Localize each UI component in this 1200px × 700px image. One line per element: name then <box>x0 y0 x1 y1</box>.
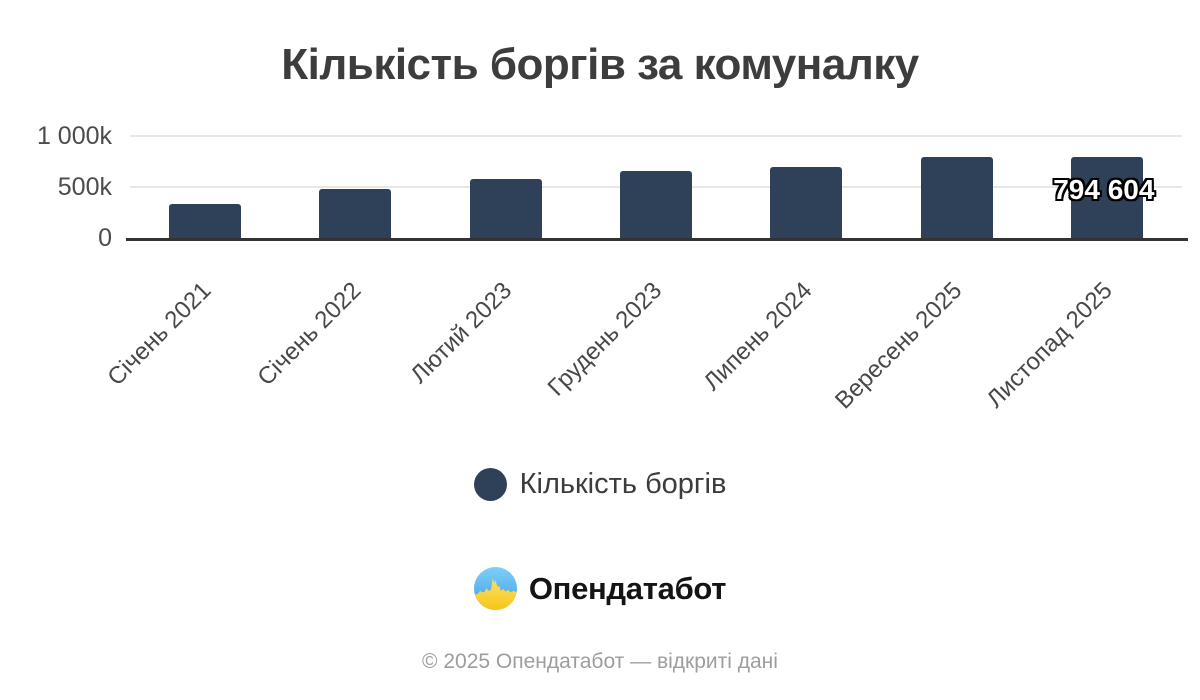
footer-copyright: © 2025 Опендатабот — відкриті дані <box>422 650 778 673</box>
bar[interactable] <box>1070 156 1143 238</box>
bar-slot <box>881 136 1031 238</box>
bar-slot <box>1032 136 1182 238</box>
x-axis-tick-label: Лютий 2023 <box>405 277 517 389</box>
bar-slot <box>280 136 430 238</box>
bar-slot <box>431 136 581 238</box>
x-axis-tick-label: Вересень 2025 <box>830 277 968 415</box>
legend-marker-icon <box>473 468 507 501</box>
legend-label: Кількість боргів <box>519 468 727 500</box>
x-axis-tick-label: Січень 2021 <box>102 277 217 392</box>
opendatabot-flag-skyline-icon <box>473 567 517 610</box>
x-axis-tick-label: Січень 2022 <box>252 277 367 392</box>
bar[interactable] <box>169 204 242 238</box>
y-axis-tick-label: 1 000k <box>36 122 112 150</box>
gridline <box>130 135 1182 137</box>
x-axis-tick-label: Листопад 2025 <box>981 277 1118 414</box>
bars-row <box>130 136 1182 238</box>
legend-item[interactable]: Кількість боргів <box>0 468 1200 501</box>
bar[interactable] <box>770 166 843 238</box>
bar-slot <box>581 136 731 238</box>
y-axis-tick-label: 0 <box>98 224 112 252</box>
bar[interactable] <box>469 178 542 238</box>
opendatabot-wordmark: Опендатабот <box>528 570 727 606</box>
x-axis-tick-label: Грудень 2023 <box>542 277 668 402</box>
bar-slot <box>130 136 280 238</box>
bar[interactable] <box>319 189 392 238</box>
bar[interactable] <box>619 170 692 238</box>
opendatabot-branding: Опендатабот <box>0 567 1200 610</box>
y-axis-tick-label: 500k <box>57 173 112 201</box>
x-axis-line <box>126 238 1188 241</box>
bar[interactable] <box>920 157 993 238</box>
chart-title: Кількість боргів за комуналку <box>281 40 919 89</box>
last-point-data-label: 794 604 <box>1053 174 1155 205</box>
x-axis-tick-label: Липень 2024 <box>698 277 818 397</box>
bar-slot <box>731 136 881 238</box>
